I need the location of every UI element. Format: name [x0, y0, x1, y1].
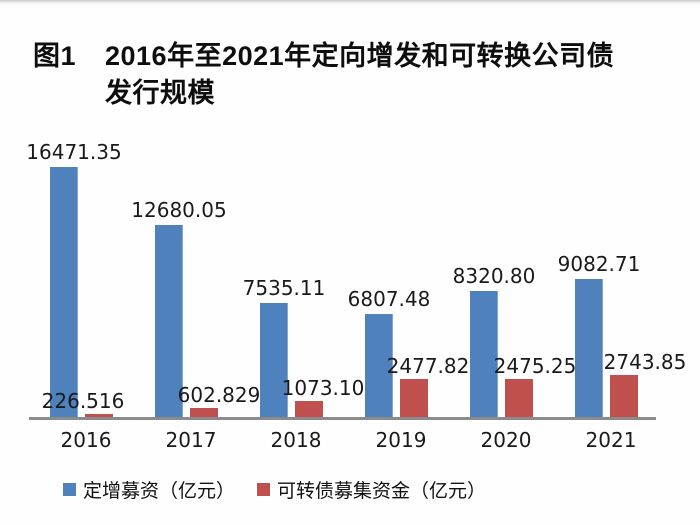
x-axis-tick-label-2021: 2021 [585, 428, 637, 452]
value-label-private-placement-2019: 6807.48 [347, 286, 431, 311]
value-label-convertible-bond-2019: 2477.82 [386, 354, 470, 379]
bar-private-placement-2019 [365, 313, 393, 417]
bar-convertible-bond-2021 [610, 375, 638, 417]
bar-private-placement-2018 [260, 302, 288, 417]
x-axis-line [29, 417, 656, 420]
legend-label-convertible-bond: 可转债募集资金（亿元） [277, 481, 487, 502]
bar-convertible-bond-2020 [505, 379, 533, 417]
figure-label: 图1 [33, 41, 77, 71]
chart-legend: 定增募资（亿元） 可转债募集资金（亿元） [63, 476, 486, 503]
x-axis-tick-label-2017: 2017 [165, 428, 217, 452]
chart-title-line2: 发行规模 [105, 78, 215, 108]
value-label-private-placement-2020: 8320.80 [452, 263, 536, 288]
bar-private-placement-2016 [50, 167, 78, 417]
x-axis-tick-label-2018: 2018 [270, 428, 322, 452]
chart-title-text: 2016年至2021年定向增发和可转换公司债 发行规模 [105, 38, 614, 112]
bar-private-placement-2021 [575, 279, 603, 417]
bar-convertible-bond-2017 [190, 407, 218, 417]
legend-label-private-placement: 定增募资（亿元） [83, 481, 236, 502]
x-axis-tick-label-2019: 2019 [375, 428, 427, 452]
value-label-convertible-bond-2017: 602.829 [177, 382, 261, 407]
legend-swatch-convertible-bond [257, 483, 271, 496]
bar-private-placement-2020 [470, 290, 498, 417]
value-label-convertible-bond-2021: 2743.85 [603, 350, 687, 375]
value-label-convertible-bond-2018: 1073.10 [281, 375, 365, 400]
chart-title-line1: 2016年至2021年定向增发和可转换公司债 [105, 41, 615, 71]
value-label-private-placement-2021: 9082.71 [557, 252, 641, 277]
legend-swatch-private-placement [63, 483, 76, 496]
chart-title: 图1 2016年至2021年定向增发和可转换公司债 发行规模 [33, 38, 614, 112]
value-label-private-placement-2016: 16471.35 [26, 140, 122, 164]
value-label-private-placement-2017: 12680.05 [131, 197, 227, 222]
value-label-private-placement-2018: 7535.11 [242, 275, 326, 300]
x-axis-tick-label-2020: 2020 [480, 428, 532, 452]
bar-convertible-bond-2016 [85, 413, 113, 417]
bar-convertible-bond-2018 [295, 400, 323, 417]
bar-private-placement-2017 [155, 224, 183, 417]
bar-convertible-bond-2019 [400, 379, 428, 417]
value-label-convertible-bond-2020: 2475.25 [493, 354, 577, 379]
value-label-convertible-bond-2016: 226.516 [41, 388, 125, 413]
window-top-edge [0, 0, 700, 5]
x-axis-tick-label-2016: 2016 [60, 428, 112, 452]
